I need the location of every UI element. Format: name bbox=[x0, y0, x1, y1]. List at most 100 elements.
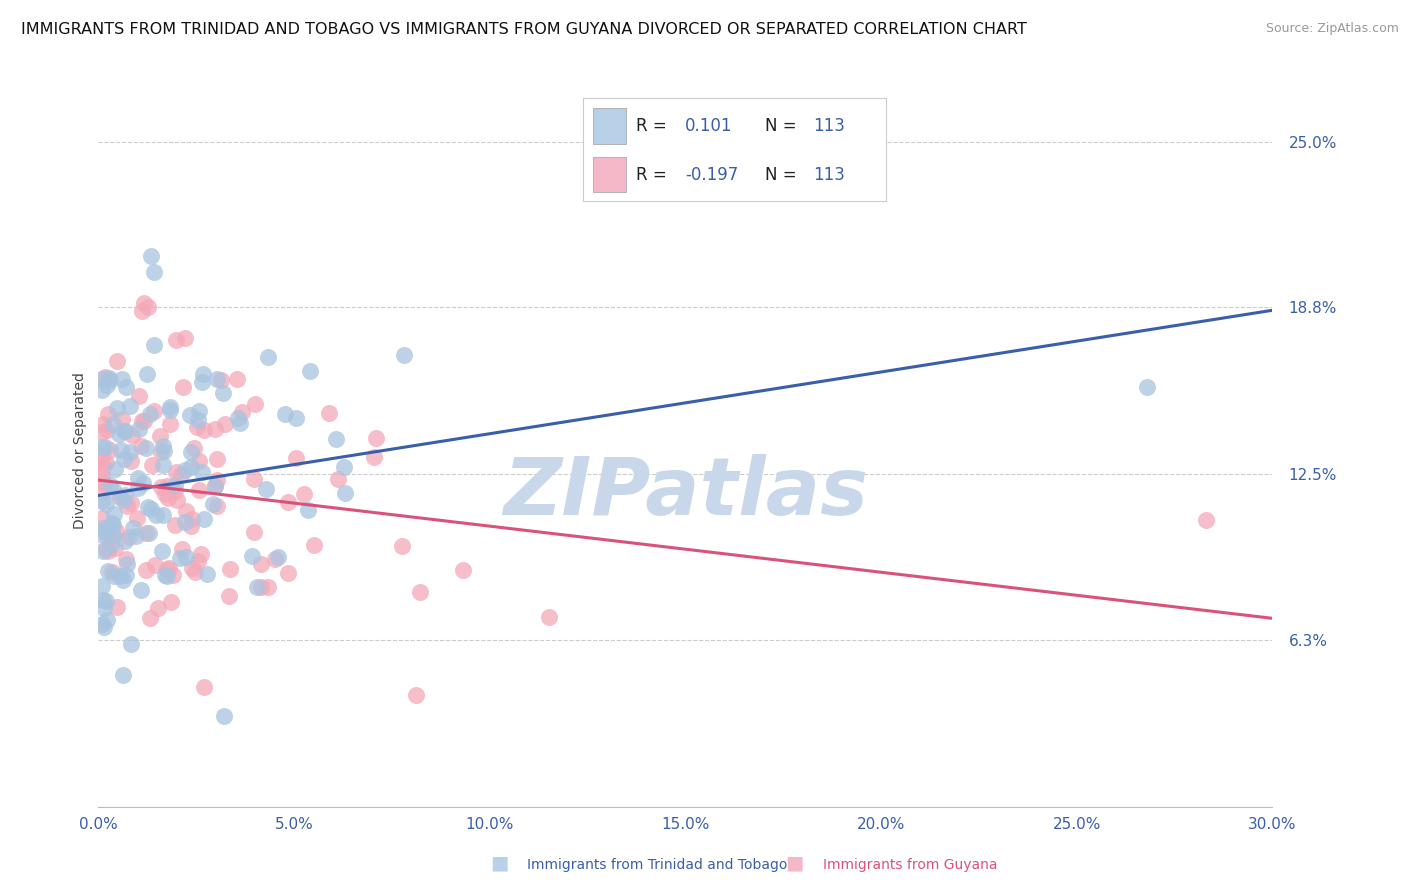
Point bbox=[91, 460, 114, 475]
Point bbox=[125, 511, 148, 525]
Point bbox=[96, 614, 118, 628]
Point bbox=[166, 493, 188, 508]
Point bbox=[98, 370, 121, 384]
Point bbox=[159, 402, 181, 417]
Point bbox=[91, 544, 114, 558]
Point bbox=[111, 372, 134, 386]
Point bbox=[159, 400, 181, 414]
Point bbox=[143, 558, 166, 572]
Point bbox=[139, 502, 162, 516]
Point bbox=[111, 412, 134, 426]
Point bbox=[94, 370, 117, 384]
Point bbox=[214, 417, 236, 432]
Point bbox=[96, 456, 118, 470]
Point bbox=[114, 487, 136, 501]
Point bbox=[318, 406, 340, 420]
Point bbox=[91, 371, 114, 385]
Point bbox=[135, 441, 157, 455]
Point bbox=[124, 529, 146, 543]
Point bbox=[150, 543, 173, 558]
Point bbox=[191, 465, 214, 479]
Point bbox=[111, 668, 134, 682]
Point bbox=[118, 444, 141, 458]
Point bbox=[114, 534, 136, 549]
Point bbox=[156, 568, 179, 582]
Point bbox=[91, 425, 114, 439]
Point bbox=[246, 580, 269, 594]
Point bbox=[211, 386, 233, 401]
Point bbox=[250, 557, 273, 571]
Point bbox=[277, 566, 299, 580]
Point bbox=[131, 439, 153, 453]
Point bbox=[138, 500, 160, 514]
Point bbox=[110, 443, 132, 458]
Point bbox=[98, 373, 121, 387]
Point bbox=[188, 453, 211, 467]
Point bbox=[214, 709, 236, 723]
Point bbox=[165, 334, 187, 348]
Point bbox=[101, 518, 124, 533]
Point bbox=[149, 429, 172, 443]
Point bbox=[538, 610, 561, 624]
Text: Source: ZipAtlas.com: Source: ZipAtlas.com bbox=[1265, 22, 1399, 36]
Point bbox=[159, 417, 181, 431]
Point bbox=[326, 472, 349, 486]
Point bbox=[1136, 379, 1159, 393]
Point bbox=[277, 495, 299, 509]
Point bbox=[120, 637, 142, 651]
Point bbox=[205, 473, 228, 487]
Point bbox=[127, 481, 149, 495]
Point bbox=[193, 680, 215, 694]
Point bbox=[180, 519, 202, 533]
Point bbox=[100, 565, 122, 579]
Point bbox=[333, 459, 356, 474]
Point bbox=[128, 422, 150, 436]
Point bbox=[104, 541, 127, 555]
Point bbox=[156, 562, 179, 576]
Point bbox=[229, 417, 252, 431]
Point bbox=[91, 617, 114, 632]
Point bbox=[93, 600, 115, 615]
Point bbox=[97, 544, 120, 558]
Point bbox=[267, 549, 290, 564]
Point bbox=[173, 463, 195, 477]
Point bbox=[218, 589, 240, 603]
Point bbox=[120, 496, 142, 510]
Point bbox=[364, 431, 387, 445]
Point bbox=[163, 477, 186, 491]
Text: Immigrants from Trinidad and Tobago: Immigrants from Trinidad and Tobago bbox=[527, 858, 787, 872]
Point bbox=[128, 389, 150, 403]
Point bbox=[190, 547, 212, 561]
Point bbox=[256, 350, 278, 364]
Text: N =: N = bbox=[765, 166, 801, 184]
Point bbox=[254, 483, 277, 497]
Point bbox=[180, 512, 202, 526]
Point bbox=[153, 487, 176, 501]
Point bbox=[103, 483, 125, 498]
Point bbox=[105, 354, 128, 368]
Point bbox=[153, 568, 176, 582]
Point bbox=[97, 531, 120, 545]
Point bbox=[165, 465, 187, 479]
Point bbox=[150, 480, 173, 494]
Point bbox=[135, 563, 157, 577]
Point bbox=[108, 569, 131, 583]
Point bbox=[180, 459, 202, 474]
Point bbox=[94, 440, 117, 454]
Point bbox=[91, 521, 114, 535]
Point bbox=[134, 414, 156, 428]
Point bbox=[163, 484, 186, 499]
Point bbox=[139, 407, 162, 421]
Point bbox=[172, 542, 194, 557]
Bar bbox=[592, 157, 626, 193]
Point bbox=[138, 525, 160, 540]
Point bbox=[299, 364, 322, 378]
Point bbox=[107, 427, 129, 442]
Point bbox=[292, 486, 315, 500]
Point bbox=[100, 538, 122, 552]
Point bbox=[363, 450, 385, 464]
Point bbox=[108, 490, 131, 504]
Point bbox=[187, 413, 209, 427]
Point bbox=[100, 443, 122, 458]
Point bbox=[118, 530, 141, 544]
